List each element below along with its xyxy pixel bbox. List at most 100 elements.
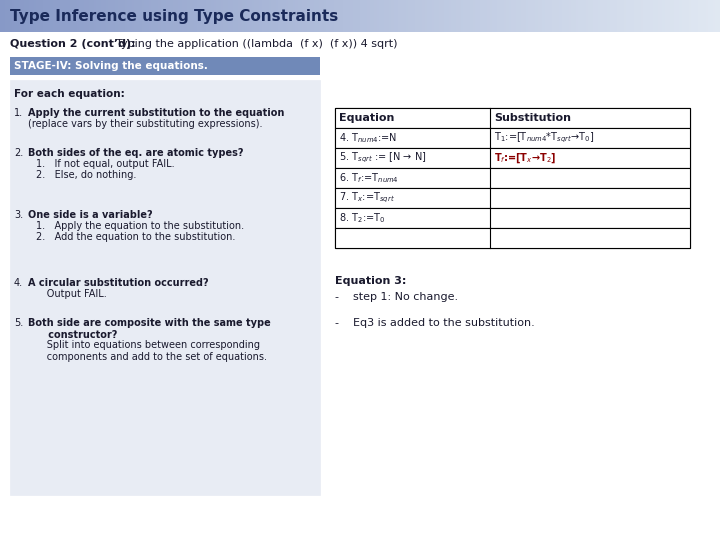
Bar bbox=[238, 0, 241, 32]
Bar bbox=[415, 0, 418, 32]
Bar bbox=[173, 0, 176, 32]
Bar bbox=[715, 0, 719, 32]
Bar bbox=[60, 0, 63, 32]
Bar bbox=[269, 0, 272, 32]
Bar bbox=[175, 0, 179, 32]
Bar bbox=[444, 0, 447, 32]
Bar bbox=[631, 0, 634, 32]
Bar bbox=[127, 0, 130, 32]
Bar bbox=[180, 0, 184, 32]
Bar bbox=[374, 0, 378, 32]
Bar bbox=[509, 0, 512, 32]
Text: 6. T$_f$:=T$_{num4}$: 6. T$_f$:=T$_{num4}$ bbox=[339, 171, 399, 185]
Bar bbox=[677, 0, 680, 32]
Bar bbox=[199, 0, 202, 32]
Bar bbox=[286, 0, 289, 32]
Bar bbox=[528, 0, 531, 32]
Bar bbox=[372, 0, 375, 32]
Bar bbox=[477, 0, 481, 32]
Bar bbox=[156, 0, 159, 32]
Bar bbox=[405, 0, 409, 32]
Bar bbox=[456, 0, 459, 32]
Bar bbox=[538, 0, 541, 32]
Bar bbox=[283, 0, 287, 32]
Bar bbox=[617, 0, 620, 32]
Bar bbox=[276, 0, 279, 32]
Bar bbox=[182, 0, 186, 32]
Bar bbox=[22, 0, 25, 32]
Bar bbox=[72, 0, 76, 32]
Bar bbox=[410, 0, 414, 32]
Bar bbox=[523, 0, 526, 32]
Bar bbox=[384, 0, 387, 32]
Bar bbox=[252, 0, 256, 32]
Bar bbox=[389, 0, 392, 32]
Bar bbox=[379, 0, 382, 32]
Bar bbox=[446, 0, 450, 32]
Bar bbox=[401, 0, 404, 32]
Bar bbox=[585, 0, 589, 32]
Bar bbox=[279, 0, 282, 32]
Text: Typing the application ((lambda  (f x)  (f x)) 4 sqrt): Typing the application ((lambda (f x) (f… bbox=[109, 39, 397, 49]
Bar bbox=[665, 0, 668, 32]
Bar bbox=[17, 0, 20, 32]
Bar bbox=[600, 0, 603, 32]
Bar bbox=[590, 0, 594, 32]
Bar bbox=[63, 0, 66, 32]
Bar bbox=[290, 0, 294, 32]
Bar bbox=[554, 0, 558, 32]
Bar bbox=[691, 0, 695, 32]
Bar bbox=[684, 0, 688, 32]
Bar bbox=[655, 0, 659, 32]
Bar bbox=[310, 0, 313, 32]
Bar bbox=[427, 0, 431, 32]
Bar bbox=[115, 0, 119, 32]
Bar bbox=[418, 0, 421, 32]
Bar bbox=[646, 0, 649, 32]
Bar bbox=[693, 0, 697, 32]
Bar bbox=[706, 0, 709, 32]
Text: Substitution: Substitution bbox=[494, 113, 571, 123]
Bar bbox=[641, 0, 644, 32]
Bar bbox=[521, 0, 524, 32]
Bar bbox=[158, 0, 162, 32]
Bar bbox=[559, 0, 562, 32]
Bar bbox=[711, 0, 714, 32]
Bar bbox=[319, 0, 323, 32]
Bar bbox=[475, 0, 479, 32]
Bar bbox=[346, 0, 349, 32]
Bar bbox=[662, 0, 666, 32]
Bar bbox=[228, 0, 231, 32]
Bar bbox=[79, 0, 83, 32]
Bar bbox=[50, 0, 54, 32]
Bar bbox=[264, 0, 267, 32]
Bar bbox=[67, 0, 71, 32]
Bar bbox=[335, 128, 690, 148]
Bar bbox=[634, 0, 637, 32]
Bar bbox=[185, 0, 188, 32]
Bar bbox=[463, 0, 467, 32]
Bar bbox=[391, 0, 395, 32]
Bar bbox=[223, 0, 227, 32]
Bar bbox=[99, 0, 102, 32]
Bar bbox=[216, 0, 220, 32]
Bar bbox=[588, 0, 591, 32]
Bar bbox=[689, 0, 692, 32]
Bar bbox=[607, 0, 611, 32]
Bar bbox=[137, 0, 140, 32]
Text: 8. T$_2$:=T$_0$: 8. T$_2$:=T$_0$ bbox=[339, 211, 385, 225]
Bar bbox=[562, 0, 565, 32]
Bar bbox=[142, 0, 145, 32]
Bar bbox=[360, 0, 364, 32]
Text: 2.   Add the equation to the substitution.: 2. Add the equation to the substitution. bbox=[36, 232, 235, 242]
Bar bbox=[387, 0, 390, 32]
Bar bbox=[667, 0, 670, 32]
Text: 1.   Apply the equation to the substitution.: 1. Apply the equation to the substitutio… bbox=[36, 221, 244, 231]
Bar bbox=[394, 0, 397, 32]
Bar bbox=[96, 0, 99, 32]
Bar bbox=[348, 0, 351, 32]
Bar bbox=[335, 168, 690, 188]
Bar bbox=[434, 0, 438, 32]
Bar bbox=[610, 0, 613, 32]
Bar bbox=[653, 0, 656, 32]
